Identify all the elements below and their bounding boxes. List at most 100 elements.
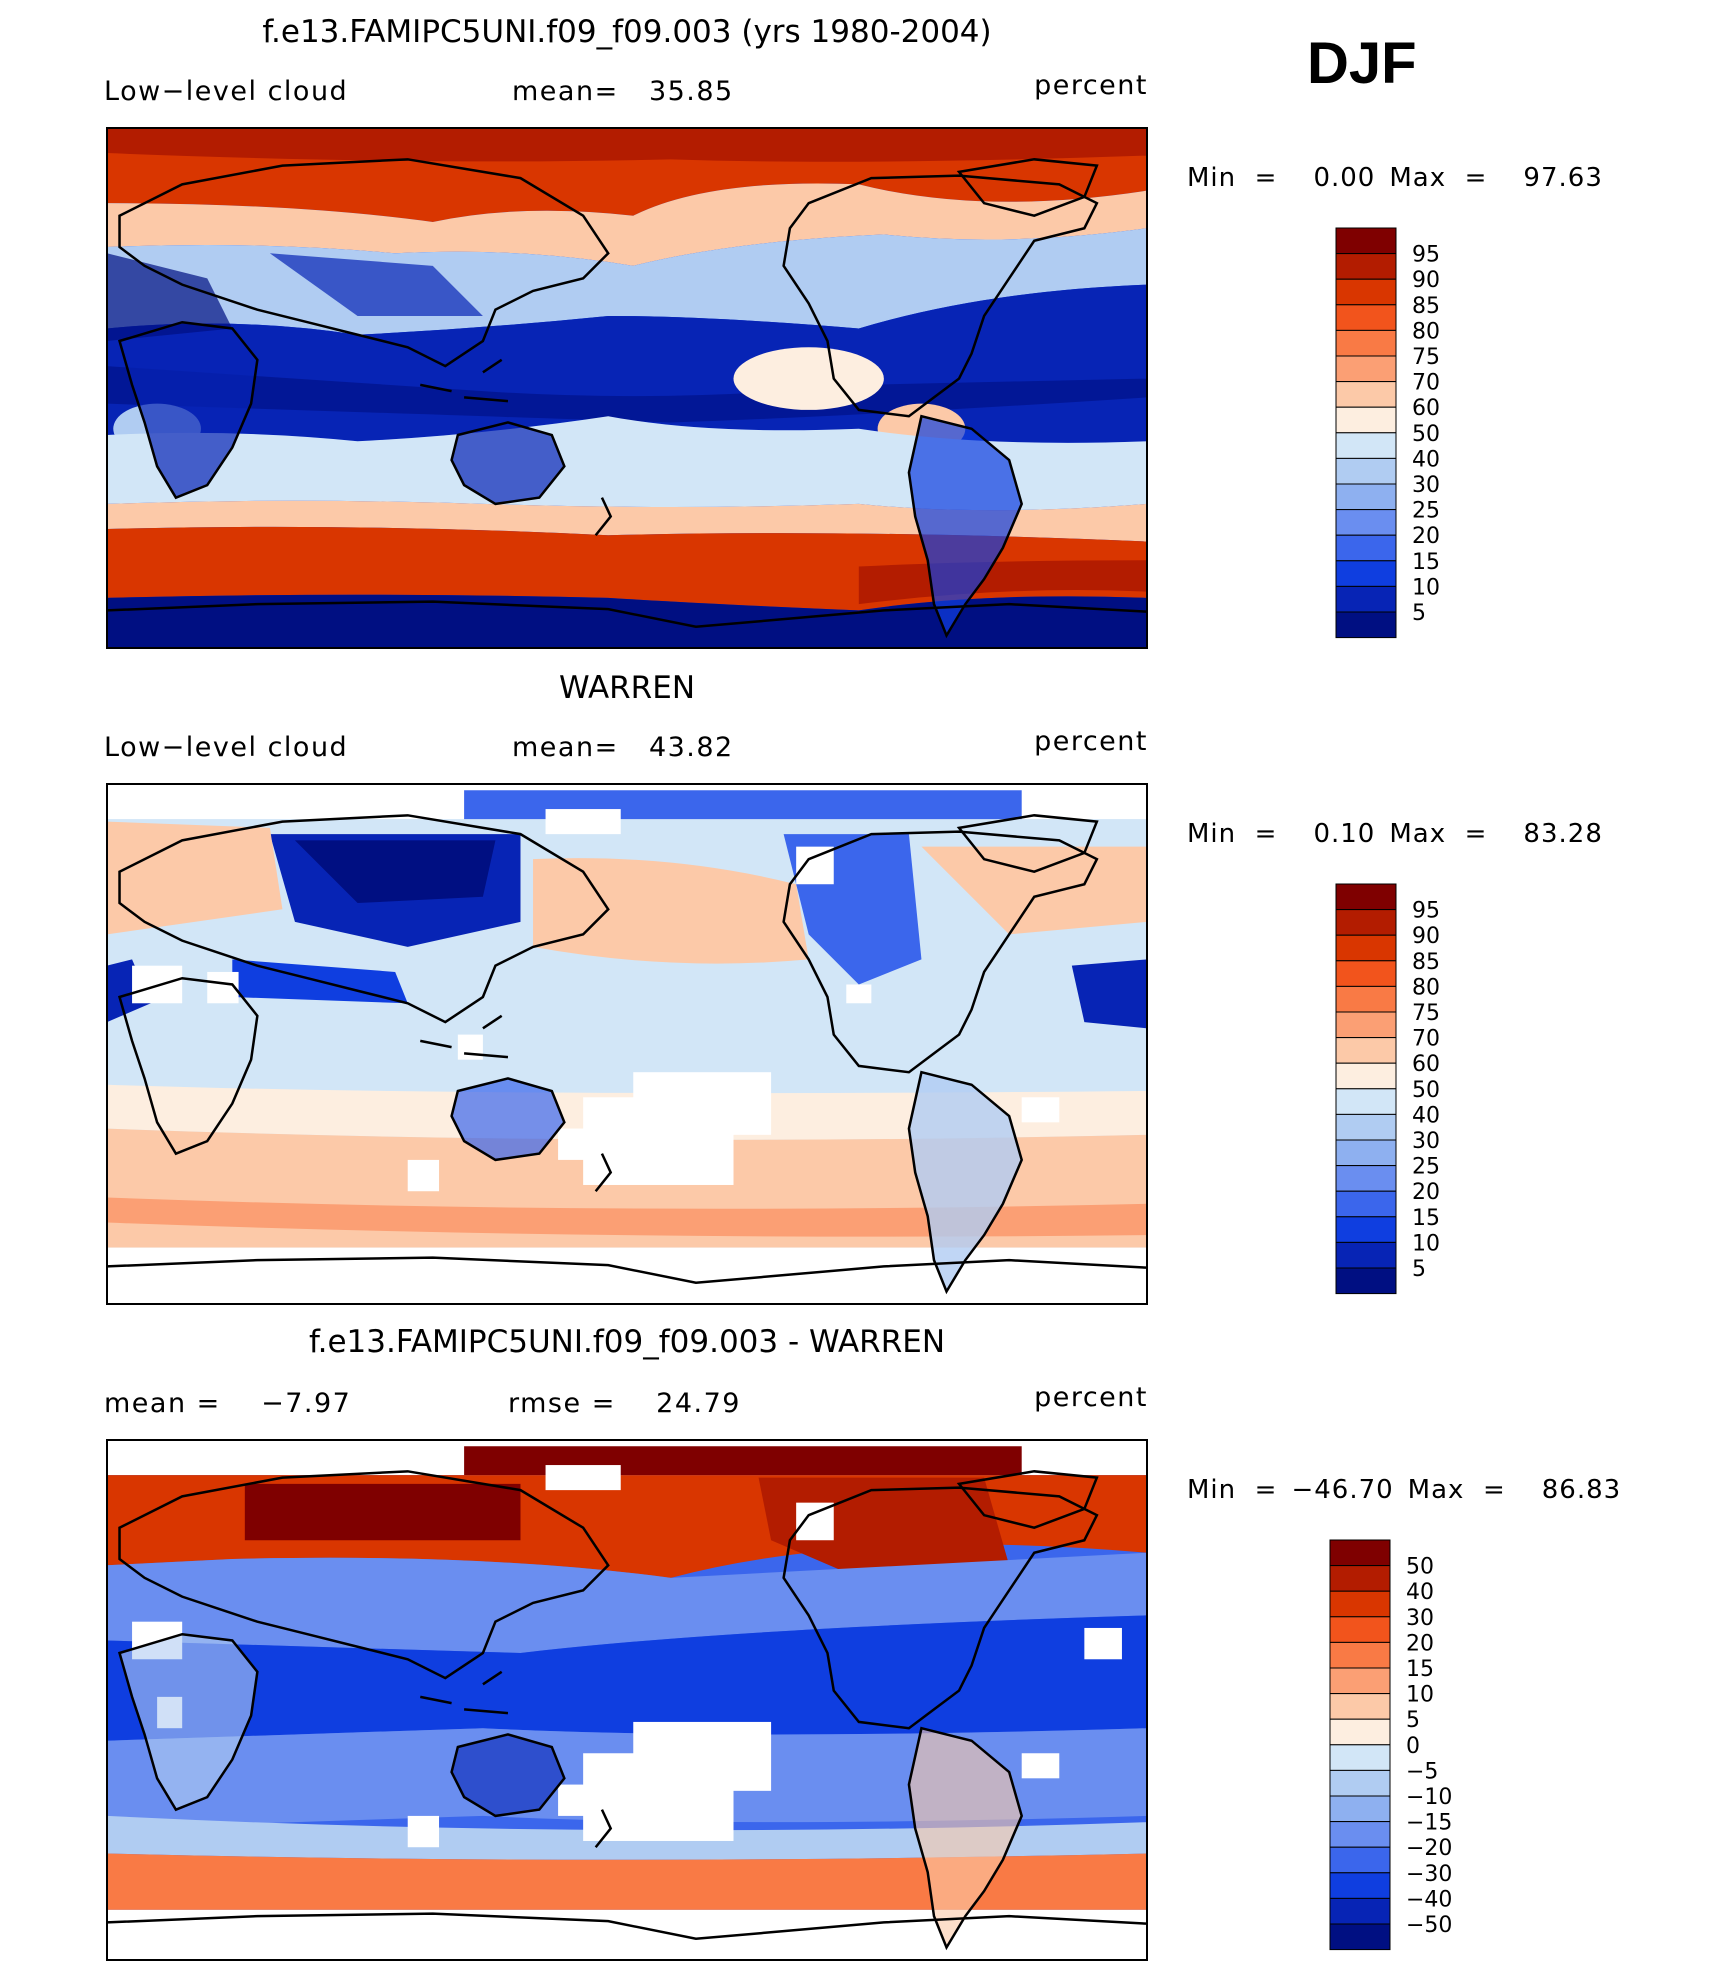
colorbar-tick-label: 90 [1412,924,1440,949]
colorbar-swatch [1335,457,1397,485]
unit-label: percent [1034,70,1148,101]
colorbar-swatch [1329,1590,1391,1618]
mean-label: mean= 35.85 [512,76,734,107]
colorbar-swatch [1335,960,1397,987]
colorbar-swatch [1335,1190,1397,1218]
colorbar-tick-label: 80 [1412,975,1440,1000]
colorbar-tick-label: 15 [1406,1657,1434,1682]
colorbar-tick-label: 10 [1406,1683,1434,1708]
colorbar-swatch [1329,1667,1391,1695]
colorbar-swatch [1335,1037,1397,1064]
colorbar-swatch [1329,1795,1391,1823]
colorbar-tick-label: −5 [1406,1759,1438,1784]
colorbar-tick-label: 40 [1412,1103,1440,1128]
colorbar-swatch [1335,1165,1397,1192]
colorbar-tick-label: 85 [1412,950,1440,975]
colorbar-swatch [1335,1062,1397,1090]
colorbar-tick-label: −15 [1406,1811,1452,1836]
colorbar-tick-label: 25 [1412,499,1440,524]
colorbar-swatch [1329,1846,1391,1874]
colorbar-tick-label: 40 [1406,1580,1434,1605]
colorbar-swatch [1329,1923,1391,1951]
colorbar-tick-label: 85 [1412,294,1440,319]
colorbar-swatch [1335,585,1397,613]
colorbar-tick-label: 50 [1412,422,1440,447]
colorbar-tick-label: 75 [1412,1001,1440,1026]
colorbar-tick-label: 10 [1412,1231,1440,1256]
variable-label: Low−level cloud [104,76,348,107]
colorbar-swatch [1329,1641,1391,1669]
colorbar-tick-label: −20 [1406,1836,1452,1861]
colorbar-tick-label: 50 [1412,1078,1440,1103]
colorbar-swatch [1335,1113,1397,1141]
colorbar-tick-label: −40 [1406,1887,1452,1912]
colorbar-swatch [1335,1241,1397,1269]
panel-obs: WARREN Low−level cloud mean= 43.82 perce… [104,670,1602,1305]
colorbar-swatch [1335,1088,1397,1115]
colorbar-tick-label: −30 [1406,1862,1452,1887]
colorbar-tick-label: 95 [1412,243,1440,268]
colorbar-tick-label: 80 [1412,319,1440,344]
colorbar-swatch [1335,909,1397,936]
variable-label: Low−level cloud [104,732,348,763]
colorbar-swatch [1335,560,1397,587]
colorbar-tick-label: 25 [1412,1155,1440,1180]
map-frame [106,1439,1148,1961]
colorbar-swatch [1329,1616,1391,1643]
colorbar-tick-label: 70 [1412,1027,1440,1052]
unit-label: percent [1034,1382,1148,1413]
colorbar-swatch [1335,304,1397,331]
colorbar-tick-label: 20 [1412,524,1440,549]
map-frame [106,783,1148,1305]
colorbar-tick-label: 30 [1406,1606,1434,1631]
colorbar-tick-label: 50 [1406,1555,1434,1580]
colorbar-swatch [1335,355,1397,383]
colorbar-swatch [1329,1693,1391,1720]
colorbar-swatch [1329,1769,1391,1797]
panel-diff: f.e13.FAMIPC5UNI.f09_f09.003 - WARREN me… [104,1324,1620,1961]
colorbar-tick-label: 15 [1412,550,1440,575]
colorbar-tick-label: 60 [1412,1052,1440,1077]
colorbar-swatch [1329,1897,1391,1925]
colorbar-tick-label: 75 [1412,345,1440,370]
colorbar-swatch [1329,1872,1391,1899]
panel-title: f.e13.FAMIPC5UNI.f09_f09.003 (yrs 1980-2… [262,14,991,50]
panel-model: f.e13.FAMIPC5UNI.f09_f09.003 (yrs 1980-2… [104,14,1603,649]
colorbar-tick-label: 20 [1412,1180,1440,1205]
colorbar-swatch [1335,381,1397,408]
colorbar-tick-label: −50 [1406,1913,1452,1938]
colorbar-tick-label: 30 [1412,1129,1440,1154]
colorbar-swatch [1329,1718,1391,1746]
colorbar-swatch [1329,1744,1391,1771]
colorbar-swatch [1335,883,1397,911]
colorbar-swatch [1335,509,1397,536]
colorbar-tick-label: 15 [1412,1206,1440,1231]
colorbar-swatch [1335,611,1397,639]
colorbar-tick-label: −10 [1406,1785,1452,1810]
colorbar-tick-label: 5 [1406,1708,1420,1733]
colorbar-swatch [1335,483,1397,511]
min-max-readout: Min = 0.00 Max = 97.63 [1187,163,1603,193]
colorbar-swatch [1335,1267,1397,1295]
colorbar-swatch [1335,432,1397,459]
panel-title: f.e13.FAMIPC5UNI.f09_f09.003 - WARREN [309,1324,945,1360]
colorbar-tick-label: 95 [1412,899,1440,924]
colorbar-swatch [1335,1139,1397,1167]
colorbar-swatch [1335,534,1397,562]
season-label: DJF [1307,31,1417,96]
colorbar-tick-label: 5 [1412,601,1426,626]
mean-label: mean = −7.97 [104,1388,351,1419]
colorbar-tick-label: 30 [1412,473,1440,498]
colorbar-swatch [1335,329,1397,357]
colorbar-tick-label: 0 [1406,1734,1420,1759]
colorbar-tick-label: 10 [1412,575,1440,600]
panel-title: WARREN [559,670,695,706]
colorbar-tick-label: 5 [1412,1257,1426,1282]
colorbar-swatch [1335,1011,1397,1039]
colorbar-swatch [1335,253,1397,280]
colorbar-swatch [1335,406,1397,434]
colorbar-swatch [1329,1821,1391,1848]
